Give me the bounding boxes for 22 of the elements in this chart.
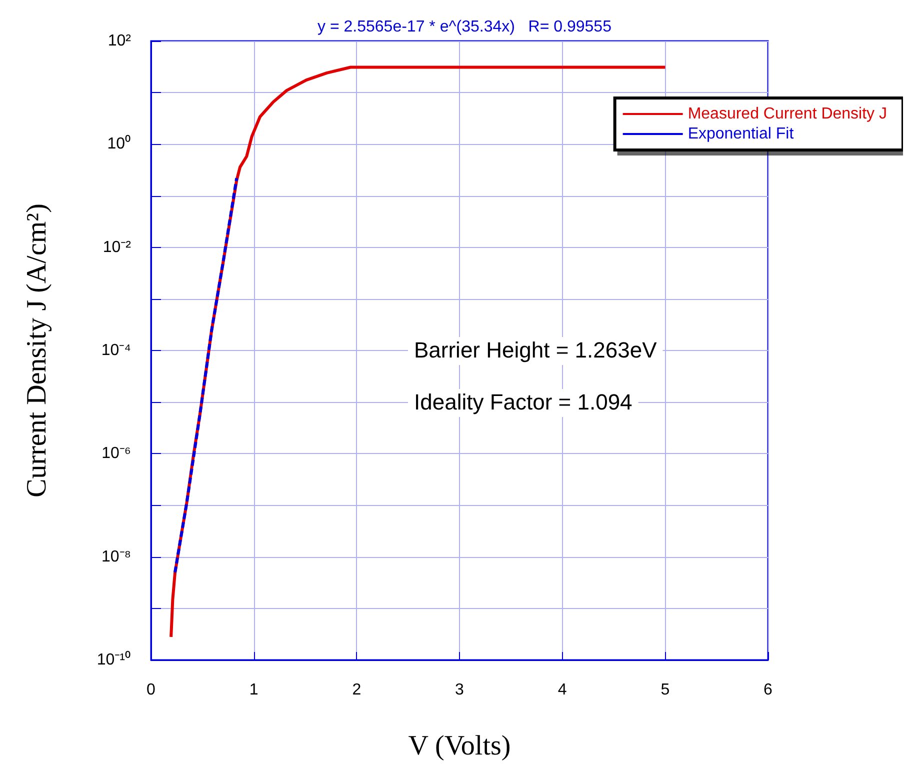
chart-title: y = 2.5565e-17 * e^(35.34x) R= 0.99555	[318, 18, 612, 36]
x-tick-label: 2	[352, 682, 362, 698]
y-tick-label: 10²	[108, 32, 132, 50]
y-axis-title: Current Density J (A/cm²)	[22, 204, 52, 498]
annotation: Ideality Factor = 1.094	[414, 390, 632, 414]
y-tick-label: 10⁻²	[102, 238, 132, 256]
y-tick-label: 10⁻⁸	[101, 548, 131, 566]
legend-label: Measured Current Density J	[688, 106, 887, 122]
x-tick-label: 3	[455, 682, 464, 698]
x-tick-label: 6	[764, 682, 773, 698]
y-tick-label: 10⁻⁶	[102, 445, 131, 462]
y-tick-label: 10⁰	[107, 134, 131, 153]
y-tick-label: 10⁻¹⁰	[96, 650, 131, 668]
line-series	[173, 176, 238, 574]
legend-label: Exponential Fit	[688, 126, 794, 142]
x-tick-label: 1	[249, 682, 258, 698]
x-axis-title: V (Volts)	[408, 730, 511, 762]
x-tick-label: 5	[660, 682, 670, 698]
y-tick-label: 10⁻⁴	[101, 342, 132, 359]
annotation: Barrier Height = 1.263eV	[414, 338, 658, 362]
x-tick-label: 0	[146, 682, 156, 698]
x-tick-label: 4	[558, 682, 567, 698]
